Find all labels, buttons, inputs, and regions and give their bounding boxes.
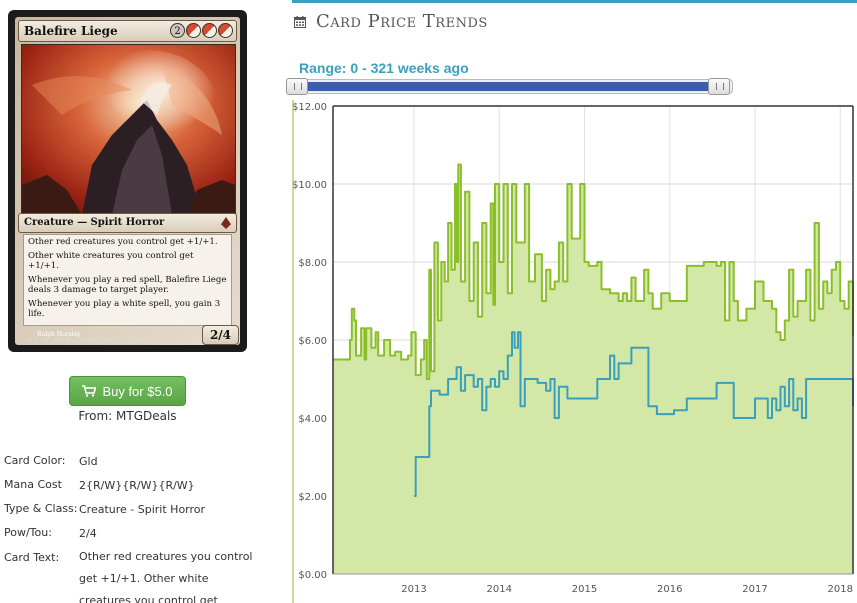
detail-label: Mana Cost bbox=[4, 478, 62, 491]
y-tick-label: $12.00 bbox=[292, 102, 327, 113]
card-art bbox=[21, 44, 236, 216]
mana-pip-hybrid bbox=[186, 23, 201, 38]
card-power-toughness: 2/4 bbox=[202, 325, 239, 345]
card-title-bar: Balefire Liege 2 bbox=[18, 20, 237, 42]
seller-label: From: MTGDeals bbox=[78, 409, 177, 423]
card-type-line: Creature — Spirit Horror bbox=[18, 213, 237, 233]
x-tick-label: 2013 bbox=[401, 584, 426, 595]
mana-cost-symbols: 2 bbox=[170, 23, 233, 38]
series-line-blue bbox=[414, 331, 854, 497]
mana-pip-generic: 2 bbox=[170, 23, 185, 38]
card-image: Balefire Liege 2 bbox=[8, 10, 247, 352]
detail-label: Card Text: bbox=[4, 551, 60, 564]
chart-axes: $0.00 $2.00 $4.00 $6.00 $8.00 $10.00 $12.00 201… bbox=[292, 100, 854, 603]
buy-button-label: Buy for $5.0 bbox=[102, 383, 173, 399]
shopping-cart-icon bbox=[82, 385, 97, 397]
x-tick-label: 2018 bbox=[827, 584, 852, 595]
buy-button[interactable]: Buy for $5.0 bbox=[69, 376, 186, 406]
chart-series bbox=[333, 163, 854, 574]
range-slider-fill bbox=[298, 82, 720, 91]
detail-row-type: Type & Class: Creature - Spirit Horror bbox=[4, 502, 257, 517]
detail-value: Other red creatures you control get +1/+… bbox=[79, 550, 253, 603]
card-rules-text: Other red creatures you control get +1/+… bbox=[23, 234, 232, 326]
series-line-green bbox=[333, 163, 854, 380]
detail-value: Gld bbox=[79, 455, 98, 468]
y-tick-label: $10.00 bbox=[292, 180, 327, 191]
mana-pip-hybrid bbox=[202, 23, 217, 38]
card-type-text: Creature — Spirit Horror bbox=[24, 217, 165, 228]
y-tick-label: $2.00 bbox=[298, 492, 327, 503]
rules-line-1: Other red creatures you control get +1/+… bbox=[28, 237, 218, 247]
detail-value: Creature - Spirit Horror bbox=[79, 503, 206, 516]
card-name: Balefire Liege bbox=[24, 24, 118, 38]
range-slider-handle-low[interactable] bbox=[286, 78, 308, 95]
x-tick-label: 2014 bbox=[487, 584, 512, 595]
rules-line-2: Other white creatures you control get +1… bbox=[28, 250, 194, 272]
y-tick-label: $8.00 bbox=[298, 258, 327, 269]
series-area-fill bbox=[333, 164, 853, 574]
x-tick-label: 2015 bbox=[572, 584, 597, 595]
card-copyright: ™ & © 1993-2008 Wizards of the Coast, In… bbox=[23, 339, 144, 344]
detail-row-color: Card Color: Gld bbox=[4, 454, 257, 469]
detail-label: Pow/Tou: bbox=[4, 526, 52, 539]
rules-line-3: Whenever you play a red spell, Balefire … bbox=[28, 274, 227, 296]
detail-row-card-text: Card Text: Other red creatures you contr… bbox=[4, 550, 257, 603]
set-symbol-icon bbox=[221, 217, 231, 229]
price-trend-chart: $0.00 $2.00 $4.00 $6.00 $8.00 $10.00 $12.00 201… bbox=[292, 100, 854, 603]
detail-row-mana-cost: Mana Cost 2{R/W}{R/W}{R/W} bbox=[4, 478, 257, 493]
detail-row-pow-tou: Pow/Tou: 2/4 bbox=[4, 526, 257, 541]
detail-label: Type & Class: bbox=[4, 502, 78, 515]
card-art-illustration bbox=[22, 45, 235, 215]
rules-line-4: Whenever you play a white spell, you gai… bbox=[28, 298, 221, 320]
detail-value: 2/4 bbox=[79, 527, 97, 540]
y-tick-label: $4.00 bbox=[298, 414, 327, 425]
x-tick-label: 2016 bbox=[657, 584, 682, 595]
range-label: Range: 0 - 321 weeks ago bbox=[299, 60, 469, 76]
detail-value: 2{R/W}{R/W}{R/W} bbox=[79, 479, 195, 492]
chart-heading: Card Price Trends bbox=[316, 11, 488, 32]
range-slider-handle-high[interactable] bbox=[708, 78, 730, 95]
card-frame: Balefire Liege 2 bbox=[15, 17, 240, 345]
y-tick-label: $6.00 bbox=[298, 336, 327, 347]
x-tick-label: 2017 bbox=[742, 584, 767, 595]
detail-label: Card Color: bbox=[4, 454, 66, 467]
mana-pip-hybrid bbox=[218, 23, 233, 38]
section-top-rule bbox=[292, 0, 857, 3]
y-tick-label: $0.00 bbox=[298, 570, 327, 581]
calendar-icon bbox=[294, 16, 306, 28]
card-artist: Ralph Horsley bbox=[37, 331, 81, 338]
range-slider[interactable] bbox=[286, 78, 733, 95]
